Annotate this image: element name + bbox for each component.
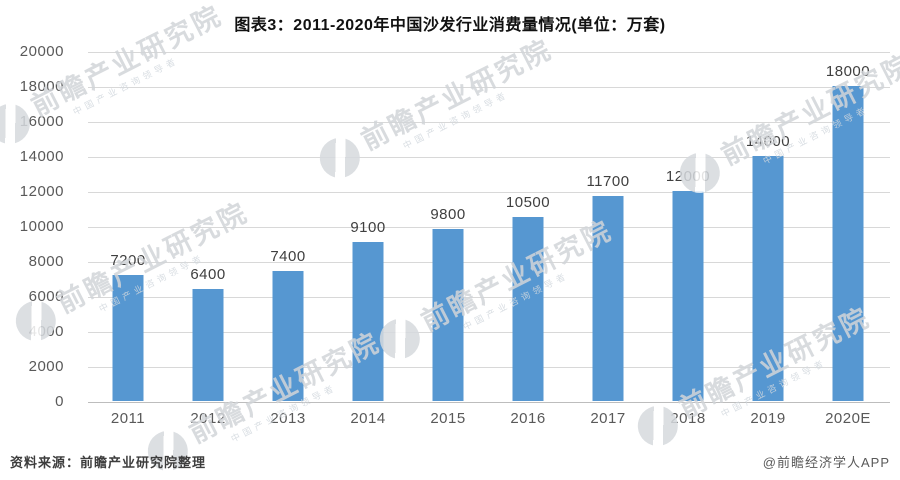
- y-tick-label: 8000: [28, 253, 64, 270]
- x-tick-label-2020E: 2020E: [825, 410, 871, 427]
- gridline: [88, 87, 890, 88]
- bar-2018: [672, 191, 704, 401]
- bar-value-label: 10500: [505, 194, 551, 211]
- bar-value-label: 7400: [270, 248, 306, 265]
- bar-value-label: 9800: [430, 206, 466, 223]
- bar-2014: [352, 242, 384, 401]
- bar-value-label: 12000: [665, 168, 711, 185]
- y-tick-label: 0: [55, 393, 64, 410]
- y-tick-label: 10000: [19, 218, 64, 235]
- bar-slot: 10500: [488, 52, 568, 402]
- bar-slot: 9800: [408, 52, 488, 402]
- bar-slot: 9100: [328, 52, 408, 402]
- bar-slot: 18000: [808, 52, 888, 402]
- y-tick-label: 2000: [28, 358, 64, 375]
- bar-slot: 11700: [568, 52, 648, 402]
- x-tick-label-2012: 2012: [190, 410, 226, 427]
- gridline: [88, 367, 890, 368]
- gridline: [88, 332, 890, 333]
- gridline: [88, 122, 890, 123]
- y-tick-label: 18000: [19, 78, 64, 95]
- y-tick-label: 4000: [28, 323, 64, 340]
- bar-slot: 7400: [248, 52, 328, 402]
- y-tick-label: 16000: [19, 113, 64, 130]
- bar-2011: [112, 275, 144, 401]
- bar-value-label: 9100: [350, 219, 386, 236]
- bar-2015: [432, 229, 464, 401]
- x-tick-label-2014: 2014: [350, 410, 386, 427]
- x-axis-line: [88, 402, 890, 403]
- bar-value-label: 14000: [745, 133, 791, 150]
- credit-note: @前瞻经济学人APP: [762, 455, 890, 470]
- bar-2017: [592, 196, 624, 401]
- bar-value-label: 7200: [110, 252, 146, 269]
- bar-value-label: 11700: [586, 173, 630, 190]
- x-tick-label-2019: 2019: [750, 410, 786, 427]
- y-tick-label: 12000: [19, 183, 64, 200]
- x-tick-label-2017: 2017: [590, 410, 626, 427]
- y-tick-label: 20000: [19, 43, 64, 60]
- x-tick-label-2013: 2013: [270, 410, 306, 427]
- y-tick-label: 14000: [19, 148, 64, 165]
- bar-2020E: [832, 86, 864, 401]
- bar-slot: 7200: [88, 52, 168, 402]
- y-tick-label: 6000: [28, 288, 64, 305]
- plot-area: 7200 6400 7400 9100 9800 10500 11700 12000 14000…: [88, 52, 890, 403]
- source-note: 资料来源：前瞻产业研究院整理: [10, 455, 207, 470]
- chart-title: 图表3：2011-2020年中国沙发行业消费量情况(单位：万套): [234, 17, 666, 34]
- gridline: [88, 227, 890, 228]
- bar-2019: [752, 156, 784, 401]
- bar-value-label: 6400: [190, 266, 226, 283]
- gridline: [88, 157, 890, 158]
- bar-slot: 12000: [648, 52, 728, 402]
- x-tick-label-2011: 2011: [110, 410, 146, 427]
- x-tick-label-2018: 2018: [670, 410, 706, 427]
- gridline: [88, 262, 890, 263]
- x-tick-label-2015: 2015: [430, 410, 466, 427]
- bar-slot: 14000: [728, 52, 808, 402]
- gridline: [88, 52, 890, 53]
- bar-slot: 6400: [168, 52, 248, 402]
- gridline: [88, 297, 890, 298]
- bar-value-label: 18000: [825, 63, 871, 80]
- x-tick-label-2016: 2016: [510, 410, 546, 427]
- bar-2013: [272, 271, 304, 401]
- bar-2012: [192, 289, 224, 401]
- bar-2016: [512, 217, 544, 401]
- gridline: [88, 192, 890, 193]
